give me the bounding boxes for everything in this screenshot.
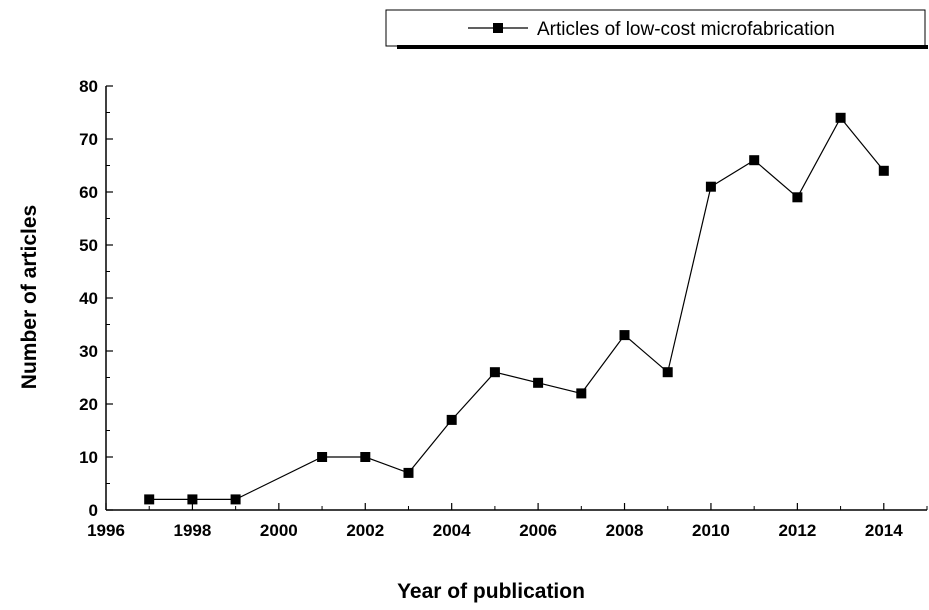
x-tick-label: 2000 [260,521,298,540]
y-tick-label: 20 [79,395,98,414]
x-tick-label: 2012 [778,521,816,540]
x-tick-label: 2008 [606,521,644,540]
x-tick-label: 2006 [519,521,557,540]
y-tick-label: 30 [79,342,98,361]
x-tick-label: 2004 [433,521,471,540]
data-point [792,192,803,203]
y-tick-label: 0 [89,501,98,520]
data-point [144,494,155,505]
legend-shadow-bottom [397,45,928,49]
y-axis-title: Number of articles [18,205,41,389]
data-point [576,388,587,399]
x-tick-label: 2002 [346,521,384,540]
data-point [446,414,457,425]
y-tick-label: 70 [79,130,98,149]
y-tick-label: 80 [79,77,98,96]
series-line [149,116,885,500]
y-tick-label: 50 [79,236,98,255]
y-tick-label: 10 [79,448,98,467]
x-tick-label: 1996 [87,521,125,540]
data-point [187,494,198,505]
x-tick-label: 2010 [692,521,730,540]
data-point [317,452,328,462]
y-tick-label: 60 [79,183,98,202]
data-point [705,181,716,192]
data-point [878,165,889,176]
data-point [403,467,414,478]
data-point [835,112,846,123]
data-point [230,494,241,505]
data-point [749,155,760,166]
data-point [533,377,544,388]
x-axis-title: Year of publication [397,580,585,603]
data-point [489,367,500,378]
legend-label: Articles of low-cost microfabrication [537,19,835,40]
data-point [360,452,371,462]
x-tick-label: 2014 [865,521,903,540]
data-point [619,330,630,341]
legend-marker-icon [493,23,503,33]
x-tick-label: 1998 [174,521,212,540]
y-tick-label: 40 [79,289,98,308]
data-point [662,367,673,378]
